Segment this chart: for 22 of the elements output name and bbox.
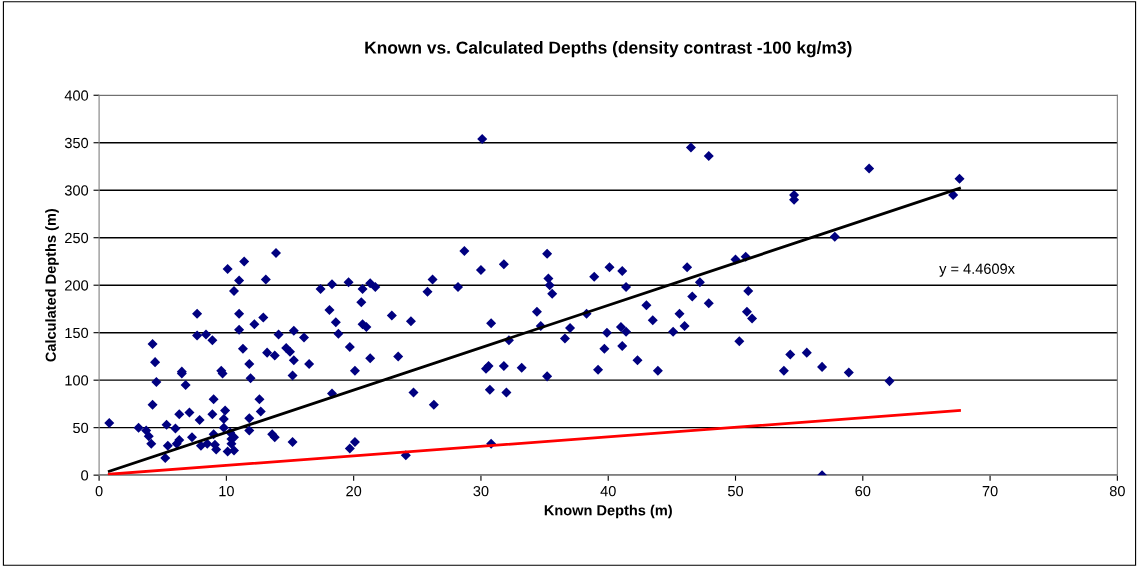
x-tick-label: 80 xyxy=(1109,485,1125,497)
x-tick-label: 10 xyxy=(219,485,234,497)
x-tick-label: 70 xyxy=(982,485,998,497)
y-tick-label: 200 xyxy=(65,280,89,291)
y-tick-label: 150 xyxy=(65,327,89,339)
y-tick-label: 300 xyxy=(64,185,89,196)
x-tick-label: 60 xyxy=(855,485,871,497)
y-tick-label: 100 xyxy=(65,375,89,386)
y-tick-label: 50 xyxy=(73,422,89,434)
x-tick-label: 30 xyxy=(473,485,489,497)
chart-title: Known vs. Calculated Depths (density contrast -100 kg/m3) xyxy=(365,41,852,58)
x-axis-title: Known Depths (m) xyxy=(544,504,672,519)
y-axis-title: Calculated Depths (m) xyxy=(45,208,59,362)
y-tick-label: 350 xyxy=(64,137,89,149)
x-tick-label: 50 xyxy=(727,485,744,497)
annotation: y = 4.4609x xyxy=(939,263,1015,277)
y-tick-label: 250 xyxy=(65,232,89,244)
y-tick-label: 0 xyxy=(81,470,89,481)
x-tick-label: 40 xyxy=(600,485,616,497)
y-tick-label: 400 xyxy=(64,90,89,101)
x-tick-label: 0 xyxy=(95,485,103,497)
x-tick-label: 20 xyxy=(346,485,362,497)
